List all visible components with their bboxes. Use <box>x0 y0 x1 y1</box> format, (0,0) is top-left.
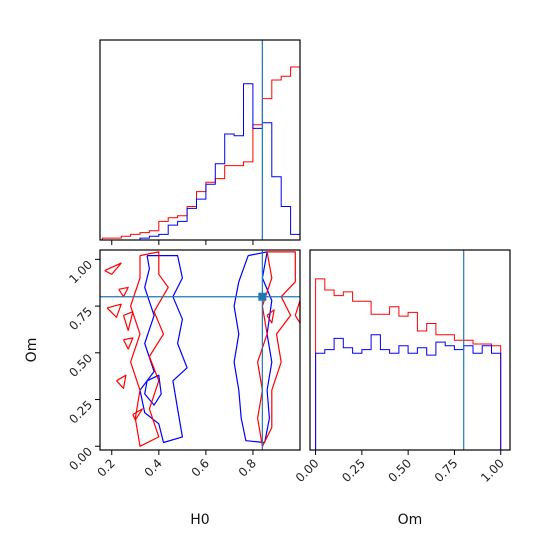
joint-frame <box>99 249 301 451</box>
h0-hist-series-0 <box>101 66 301 240</box>
om-marginal-panel: 0.00 0.25 0.50 0.75 1.00 Om <box>293 249 511 528</box>
om-hist-series-1 <box>315 334 502 450</box>
om-xtick-label-2: 0.50 <box>385 456 414 485</box>
contour-series-0-1 <box>233 251 273 444</box>
x-axis-label-h0: H0 <box>190 512 209 528</box>
joint-ytick-label-2: 0.50 <box>66 351 95 380</box>
contour-series-1-7 <box>116 374 127 389</box>
joint-xtick-label-1: 0.4 <box>142 456 165 479</box>
contour-series-1-0 <box>130 251 169 447</box>
joint-ytick-label-0: 0.00 <box>66 444 95 473</box>
contour-series-1-6 <box>122 337 134 350</box>
h0-hist-series-1 <box>102 83 301 241</box>
contour-series-1-1 <box>257 251 296 447</box>
joint-ytick-label-3: 0.75 <box>66 304 95 333</box>
om-hist-series-0 <box>315 278 502 450</box>
om-marginal-frame <box>309 249 511 451</box>
om-xtick-label-1: 0.25 <box>339 456 368 485</box>
h0-marginal-frame <box>99 39 301 241</box>
contour-series-1-5 <box>122 311 134 331</box>
contour-series-1-2 <box>104 262 122 275</box>
joint-truth-marker <box>258 292 267 301</box>
joint-xtick-label-3: 0.8 <box>236 456 259 479</box>
contour-series-0-0 <box>139 255 188 444</box>
om-xtick-label-0: 0.00 <box>293 456 322 485</box>
joint-xtick-label-0: 0.2 <box>94 456 117 479</box>
joint-ytick-label-1: 0.25 <box>66 398 95 427</box>
om-xtick-label-4: 1.00 <box>478 456 507 485</box>
joint-ytick-label-4: 1.00 <box>66 258 95 287</box>
joint-xtick-label-2: 0.6 <box>189 456 212 479</box>
contour-series-1-3 <box>118 286 129 298</box>
h0-marginal-panel <box>99 39 301 245</box>
y-axis-label-om: Om <box>24 338 40 363</box>
joint-panel: 0.2 0.4 0.6 0.8 0.00 0.25 0.50 0.75 1.00 H0 Om <box>24 249 301 528</box>
contour-series-1-4 <box>106 303 122 318</box>
contour-series-1-10 <box>294 299 301 324</box>
x-axis-label-om: Om <box>398 512 423 528</box>
contour-series-1-9 <box>266 309 275 324</box>
contour-series-1-8 <box>132 408 143 421</box>
om-xtick-label-3: 0.75 <box>432 456 461 485</box>
